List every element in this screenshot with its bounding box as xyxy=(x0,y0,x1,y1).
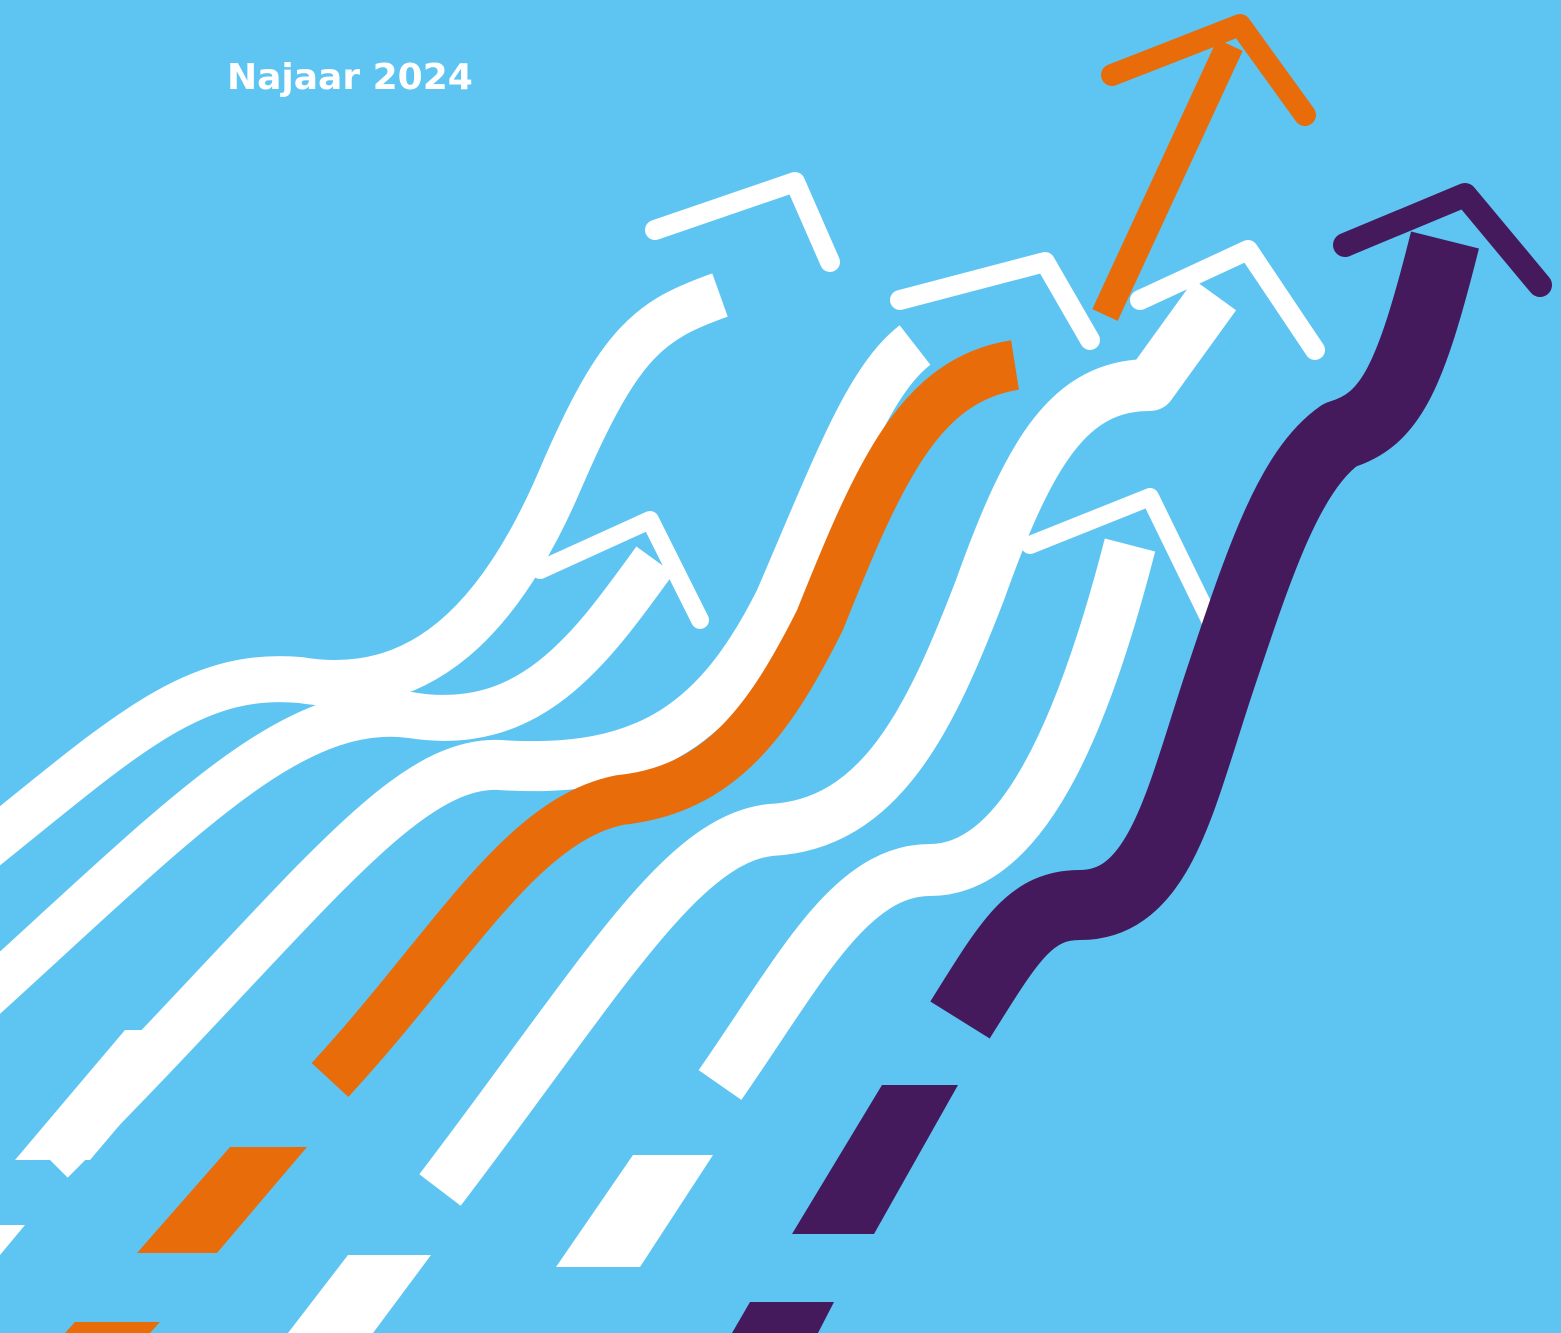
dash xyxy=(65,1322,160,1333)
edition-label: Najaar 2024 xyxy=(227,57,473,98)
cover: Najaar 2024 xyxy=(0,0,1561,1333)
dash xyxy=(732,1302,834,1333)
page: Najaar 2024 (() => { const data = JSON.p… xyxy=(0,0,1561,1333)
